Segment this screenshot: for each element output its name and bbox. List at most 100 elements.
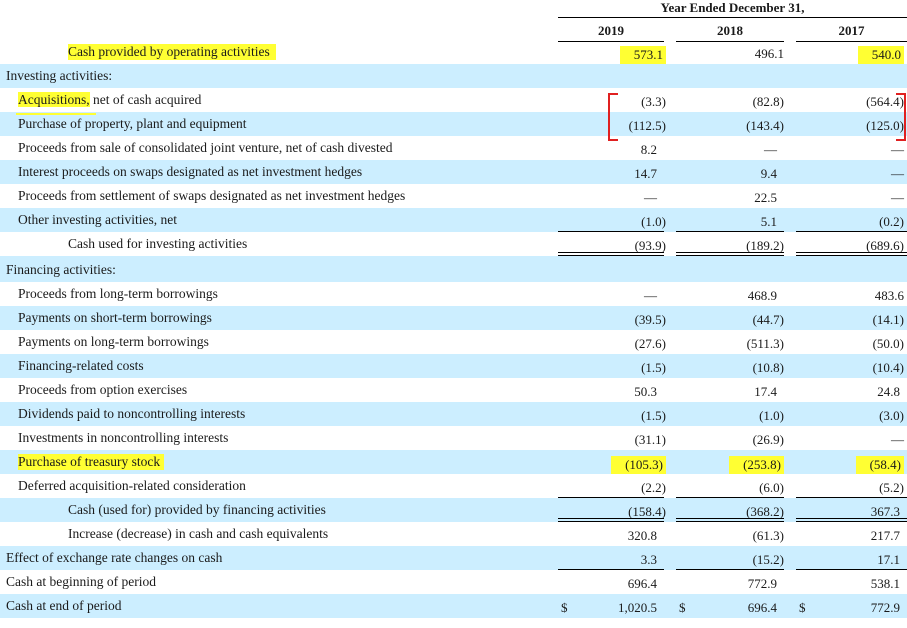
row-label: Investments in noncontrolling interests bbox=[18, 430, 229, 445]
value-2019: 8.2 bbox=[640, 142, 657, 157]
year-group-title: Year Ended December 31, bbox=[558, 0, 907, 18]
value-2018: 772.9 bbox=[747, 576, 777, 591]
row-label: Dividends paid to noncontrolling interes… bbox=[18, 406, 246, 421]
row-label: Proceeds from settlement of swaps design… bbox=[18, 188, 406, 203]
value-2019: 696.4 bbox=[627, 576, 657, 591]
value-2017: 540.0 bbox=[857, 46, 904, 64]
value-2017: 538.1 bbox=[870, 576, 900, 591]
row-label: Cash (used for) provided by financing ac… bbox=[68, 502, 326, 517]
section-heading-financing: Financing activities: bbox=[0, 256, 907, 282]
value-2017: (689.6) bbox=[866, 238, 904, 253]
subtotal-rule bbox=[558, 231, 664, 232]
row-label: Deferred acquisition-related considerati… bbox=[18, 478, 246, 493]
value-2017: (0.2) bbox=[879, 214, 904, 229]
value-2019: 1,020.5 bbox=[618, 600, 657, 615]
value-2019: 3.3 bbox=[640, 552, 657, 567]
row-label: Interest proceeds on swaps designated as… bbox=[18, 164, 363, 179]
right-red-bracket bbox=[896, 93, 906, 141]
subtotal-rule bbox=[796, 569, 907, 570]
table-row-ending-cash: Cash at end of period $ 1,020.5 $ 696.4 … bbox=[0, 594, 907, 618]
value-2018: (61.3) bbox=[752, 528, 784, 543]
value-2019: (27.6) bbox=[634, 336, 666, 351]
value-2018: (44.7) bbox=[752, 312, 784, 327]
value-2017: (564.4) bbox=[866, 94, 904, 109]
table-row-nci-investments: Investments in noncontrolling interests … bbox=[0, 426, 907, 450]
value-2017: (3.0) bbox=[879, 408, 904, 423]
year-2019-header: 2019 bbox=[558, 23, 664, 42]
value-2018: — bbox=[764, 142, 777, 157]
value-2017: 367.3 bbox=[870, 504, 900, 519]
year-2017-header: 2017 bbox=[796, 23, 907, 42]
subtotal-rule bbox=[676, 231, 784, 232]
value-2018: (253.8) bbox=[729, 456, 784, 474]
table-row-lt-borrow-proceeds: Proceeds from long-term borrowings — 468… bbox=[0, 282, 907, 306]
row-label: Proceeds from sale of consolidated joint… bbox=[18, 140, 393, 155]
table-row-other-investing: Other investing activities, net (1.0) 5.… bbox=[0, 208, 907, 232]
value-2019: (1.5) bbox=[641, 360, 666, 375]
table-row-st-borrow-payments: Payments on short-term borrowings (39.5)… bbox=[0, 306, 907, 330]
value-2019: (2.2) bbox=[641, 480, 666, 495]
value-2019: 50.3 bbox=[634, 384, 657, 399]
value-2018: (143.4) bbox=[746, 118, 784, 133]
left-red-bracket bbox=[608, 93, 618, 141]
value-2018: (10.8) bbox=[752, 360, 784, 375]
value-2018: 9.4 bbox=[760, 166, 777, 181]
value-2018: (511.3) bbox=[746, 336, 784, 351]
value-2019: (1.0) bbox=[641, 214, 666, 229]
row-label: Proceeds from option exercises bbox=[18, 382, 188, 397]
table-row-operating: Cash provided by operating activities 57… bbox=[0, 41, 907, 64]
row-label: Increase (decrease) in cash and cash equ… bbox=[68, 526, 329, 541]
value-2017: 217.7 bbox=[870, 528, 900, 543]
table-row-swap-settlement: Proceeds from settlement of swaps design… bbox=[0, 184, 907, 208]
value-2019: (158.4) bbox=[628, 504, 666, 519]
total-double-rule bbox=[676, 518, 784, 522]
value-2018: (26.9) bbox=[752, 432, 784, 447]
row-label: Cash at beginning of period bbox=[6, 574, 156, 589]
total-double-rule bbox=[676, 252, 784, 256]
value-2018: 5.1 bbox=[760, 214, 777, 229]
value-2019: (1.5) bbox=[641, 408, 666, 423]
row-label: Payments on long-term borrowings bbox=[18, 334, 209, 349]
subtotal-rule bbox=[796, 497, 907, 498]
total-double-rule bbox=[796, 252, 907, 256]
row-label: Cash at end of period bbox=[6, 598, 122, 613]
row-label: Payments on short-term borrowings bbox=[18, 310, 212, 325]
value-2017: — bbox=[891, 166, 904, 181]
value-2018: 17.4 bbox=[754, 384, 777, 399]
value-2019: — bbox=[644, 288, 657, 303]
table-row-acquisitions: Acquisitions, net of cash acquired (3.3)… bbox=[0, 88, 907, 112]
value-2019: (105.3) bbox=[611, 456, 666, 474]
row-label: Cash used for investing activities bbox=[68, 236, 248, 251]
value-2017: (50.0) bbox=[872, 336, 904, 351]
value-2019: (3.3) bbox=[641, 94, 666, 109]
cash-flow-table: Cash provided by operating activities 57… bbox=[0, 41, 907, 618]
table-row-fx-effect: Effect of exchange rate changes on cash … bbox=[0, 546, 907, 570]
value-2017: 483.6 bbox=[874, 288, 904, 303]
value-2018: (15.2) bbox=[752, 552, 784, 567]
table-row-treasury-stock: Purchase of treasury stock (105.3) (253.… bbox=[0, 450, 907, 474]
value-2017: 772.9 bbox=[870, 600, 900, 615]
value-2017: (10.4) bbox=[872, 360, 904, 375]
value-2019: (112.5) bbox=[628, 118, 666, 133]
table-row-swap-interest: Interest proceeds on swaps designated as… bbox=[0, 160, 907, 184]
value-2018: (6.0) bbox=[759, 480, 784, 495]
value-2019: — bbox=[644, 190, 657, 205]
value-2018: (1.0) bbox=[759, 408, 784, 423]
total-double-rule bbox=[558, 252, 664, 256]
value-2018: 22.5 bbox=[754, 190, 777, 205]
table-row-capex: Purchase of property, plant and equipmen… bbox=[0, 112, 907, 136]
value-2017: — bbox=[891, 190, 904, 205]
row-label-highlight: Acquisitions, bbox=[18, 92, 90, 107]
row-label: Cash provided by operating activities bbox=[68, 44, 276, 60]
value-2017: (5.2) bbox=[879, 480, 904, 495]
table-header: Year Ended December 31, 2019 2018 2017 bbox=[0, 0, 907, 64]
subtotal-rule bbox=[676, 497, 784, 498]
value-2017: — bbox=[891, 142, 904, 157]
value-2018: (82.8) bbox=[752, 94, 784, 109]
value-2019: 573.1 bbox=[619, 46, 666, 64]
row-label-rest: net of cash acquired bbox=[89, 92, 202, 107]
table-row-financing-costs: Financing-related costs (1.5) (10.8) (10… bbox=[0, 354, 907, 378]
row-label: Financing-related costs bbox=[18, 358, 144, 373]
total-double-rule bbox=[796, 518, 907, 522]
currency-symbol: $ bbox=[799, 600, 806, 615]
